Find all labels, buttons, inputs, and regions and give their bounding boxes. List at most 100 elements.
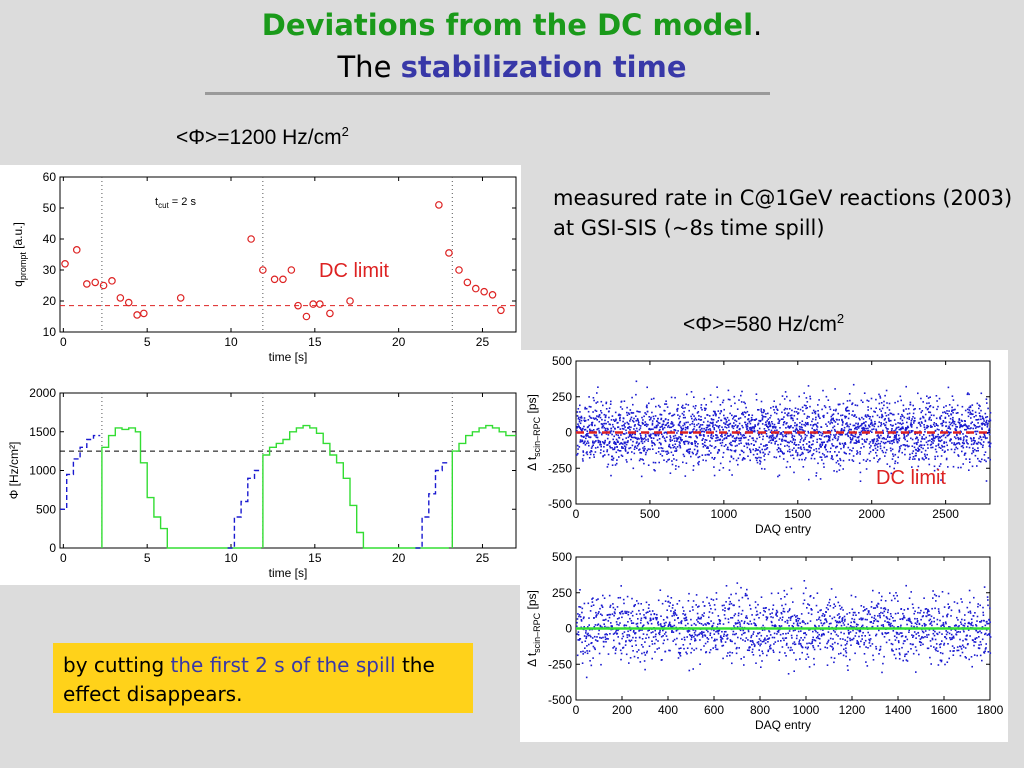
rate-scatter-a-data-point bbox=[676, 437, 679, 439]
rate-scatter-a-data-point bbox=[918, 408, 921, 410]
rate-scatter-b-data-point bbox=[878, 629, 880, 632]
rate-scatter-a-data-point bbox=[717, 420, 719, 422]
rate-scatter-a-data-point bbox=[955, 412, 958, 414]
rate-scatter-a-data-point bbox=[888, 402, 891, 405]
rate-scatter-a-data-point bbox=[679, 442, 681, 444]
qprompt-data-point bbox=[346, 297, 354, 305]
rate-scatter-b-data-point bbox=[634, 632, 637, 634]
rate-scatter-b-data-point bbox=[791, 649, 793, 651]
rate-scatter-a-data-point bbox=[893, 419, 896, 421]
rate-scatter-a-y-tick-label: 250 bbox=[552, 390, 572, 404]
rate-scatter-b-data-point bbox=[902, 642, 905, 645]
rate-scatter-b-data-point bbox=[790, 587, 793, 590]
rate-scatter-b-data-point bbox=[830, 632, 832, 635]
qprompt-data-point bbox=[463, 278, 472, 287]
rate-scatter-b-data-point bbox=[844, 639, 846, 641]
rate-scatter-b-data-point bbox=[978, 647, 981, 650]
rate-scatter-b-data-point bbox=[728, 607, 731, 609]
rate-scatter-a-data-point bbox=[966, 442, 968, 444]
rate-scatter-a-data-point bbox=[932, 442, 934, 444]
rate-scatter-b-data-point bbox=[800, 637, 802, 639]
rate-scatter-a-data-point bbox=[967, 427, 969, 430]
rate-scatter-a-data-point bbox=[626, 406, 628, 409]
rate-scatter-b-data-point bbox=[973, 654, 976, 656]
rate-scatter-a-data-point bbox=[595, 410, 598, 412]
rate-scatter-a-data-point bbox=[785, 433, 788, 435]
rate-scatter-a-data-point bbox=[891, 428, 893, 430]
rate-scatter-a-data-point bbox=[739, 453, 741, 456]
rate-scatter-b-data-point bbox=[940, 660, 943, 663]
rate-scatter-b-data-point bbox=[738, 605, 741, 608]
rate-scatter-b-data-point bbox=[636, 651, 638, 653]
rate-scatter-a-data-point bbox=[912, 416, 914, 418]
rate-scatter-a-data-point bbox=[927, 458, 930, 460]
rate-scatter-b-data-point bbox=[796, 622, 799, 624]
rate-scatter-a-data-point bbox=[746, 446, 749, 449]
rate-scatter-a-data-point bbox=[752, 448, 754, 451]
rate-scatter-a-data-point bbox=[935, 445, 937, 447]
rate-scatter-a-data-point bbox=[914, 458, 916, 460]
rate-scatter-a-data-point bbox=[605, 427, 607, 430]
rate-scatter-a-data-point bbox=[617, 441, 620, 443]
rate-scatter-b-data-point bbox=[892, 617, 894, 619]
rate-scatter-b-data-point bbox=[840, 631, 842, 634]
rate-scatter-a-data-point bbox=[941, 444, 943, 447]
rate-scatter-b-data-point bbox=[744, 640, 746, 642]
rate-scatter-a-data-point bbox=[815, 472, 818, 474]
rate-scatter-b-data-point bbox=[930, 645, 932, 647]
rate-scatter-a-data-point bbox=[632, 421, 635, 423]
rate-scatter-a-y-tick-label: -500 bbox=[548, 497, 572, 511]
rate-scatter-a-data-point bbox=[822, 415, 824, 417]
rate-scatter-a-data-point bbox=[953, 436, 956, 438]
rate-scatter-b-data-point bbox=[603, 597, 606, 599]
rate-scatter-b-data-point bbox=[626, 634, 628, 636]
rate-scatter-b-x-tick-label: 1400 bbox=[885, 703, 912, 717]
rate-scatter-b-data-point bbox=[716, 626, 718, 628]
rate-scatter-a-data-point bbox=[963, 436, 965, 438]
rate-scatter-b-data-point bbox=[951, 645, 954, 647]
rate-scatter-a-data-point bbox=[694, 442, 696, 445]
rate-scatter-a-data-point bbox=[777, 422, 779, 424]
rate-scatter-b-data-point bbox=[900, 635, 903, 638]
rate-scatter-a-data-point bbox=[934, 425, 936, 427]
rate-scatter-a-data-point bbox=[965, 428, 968, 431]
rate-scatter-a-data-point bbox=[804, 433, 806, 436]
rate-scatter-a-data-point bbox=[911, 424, 913, 426]
rate-scatter-a-data-point bbox=[699, 424, 702, 426]
rate-scatter-a-data-point bbox=[769, 439, 772, 442]
rate-scatter-a-data-point bbox=[778, 447, 780, 450]
rate-scatter-a-data-point bbox=[747, 418, 750, 420]
rate-scatter-b-data-point bbox=[989, 621, 991, 623]
rate-scatter-b-data-point bbox=[665, 621, 667, 624]
rate-scatter-a-data-point bbox=[826, 455, 828, 458]
rate-scatter-a-data-point bbox=[853, 442, 856, 444]
rate-scatter-a-data-point bbox=[633, 428, 635, 430]
rate-scatter-b-data-point bbox=[748, 649, 751, 652]
rate-scatter-a-data-point bbox=[894, 462, 896, 465]
rate-scatter-b-data-point bbox=[945, 630, 947, 632]
rate-scatter-b-data-point bbox=[940, 659, 943, 662]
rate-scatter-b-data-point bbox=[744, 592, 747, 595]
rate-scatter-a-data-point bbox=[790, 454, 792, 457]
rate-scatter-a-data-point bbox=[612, 430, 615, 433]
rate-scatter-a-data-point bbox=[882, 429, 884, 432]
rate-scatter-a-data-point bbox=[759, 419, 762, 422]
rate-scatter-a-data-point bbox=[718, 416, 720, 419]
rate-scatter-b-data-point bbox=[677, 617, 679, 619]
rate-scatter-a-data-point bbox=[987, 429, 990, 432]
rate-scatter-b-data-point bbox=[698, 622, 701, 624]
rate-scatter-a-data-point bbox=[842, 402, 845, 405]
rate-scatter-b-data-point bbox=[668, 605, 671, 607]
rate-scatter-b-data-point bbox=[614, 608, 616, 611]
rate-scatter-b-data-point bbox=[908, 617, 911, 620]
rate-scatter-b-data-point bbox=[808, 642, 810, 644]
rate-scatter-b-data-point bbox=[912, 634, 915, 637]
rate-scatter-a-data-point bbox=[621, 446, 623, 448]
rate-scatter-a-data-point bbox=[934, 437, 936, 440]
rate-scatter-a-data-point bbox=[880, 434, 882, 437]
rate-scatter-a-data-point bbox=[729, 444, 732, 446]
rate-scatter-b-data-point bbox=[718, 619, 720, 621]
rate-scatter-b-data-point bbox=[926, 636, 928, 638]
rate-scatter-a-data-point bbox=[846, 424, 849, 427]
rate-scatter-b-data-point bbox=[985, 647, 987, 649]
